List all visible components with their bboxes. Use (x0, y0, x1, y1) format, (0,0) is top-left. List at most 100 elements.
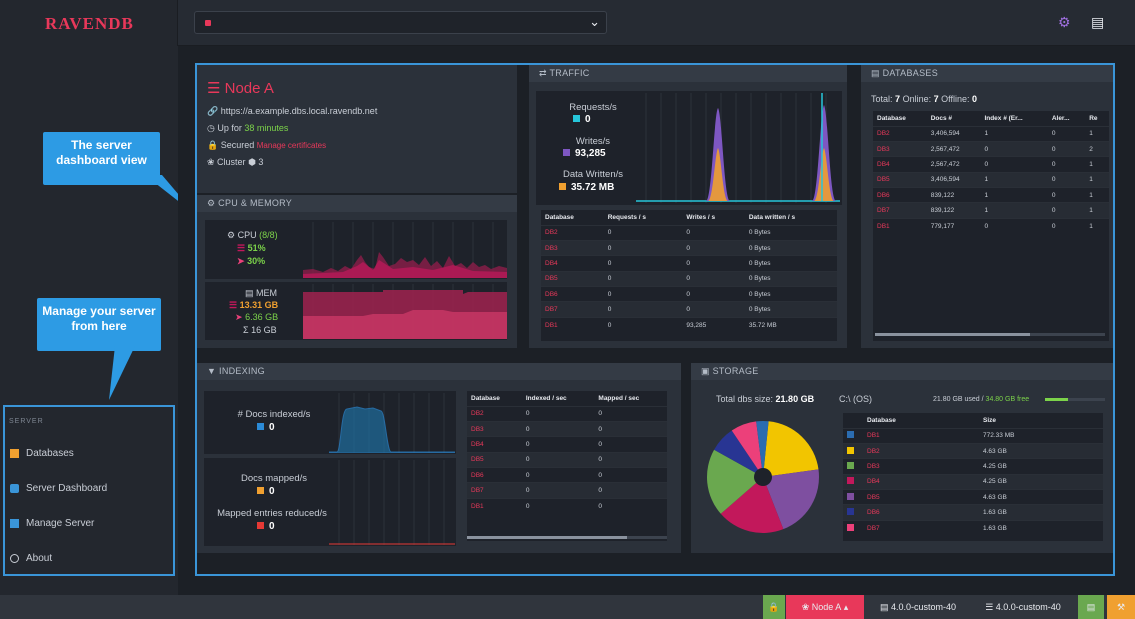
table-cell: 1 (1085, 187, 1109, 203)
column-header[interactable]: Requests / s (607, 213, 646, 221)
table-cell: 0 (682, 224, 745, 241)
mem-used: ☰ 13.31 GB (229, 300, 279, 310)
indexing-scrollbar[interactable] (467, 536, 667, 539)
databases-scrollbar[interactable] (875, 333, 1105, 336)
database-link[interactable]: DB1 (541, 316, 604, 333)
scrollbar-thumb[interactable] (467, 536, 627, 539)
indexing-table-body: DB2 0 0 DB3 0 0 DB4 0 0 DB5 0 0 DB6 0 0 DB7 0 0 DB1 0 0 (467, 405, 667, 514)
mapped-reduced-label: Mapped entries reduced/s (217, 508, 327, 519)
table-row: DB3 4.25 GB (843, 458, 1103, 475)
database-link[interactable]: DB5 (541, 270, 604, 287)
database-link[interactable]: DB5 (863, 489, 980, 505)
database-link[interactable]: DB5 (873, 171, 927, 188)
pie-center-hole (754, 468, 772, 486)
legend-color (847, 461, 854, 469)
logo[interactable]: RAVENDB (0, 0, 178, 46)
database-link[interactable]: DB2 (541, 224, 604, 241)
column-header[interactable]: Index # (Er... (984, 114, 1023, 122)
sidebar-nav-highlight (3, 405, 175, 576)
column-header[interactable]: Database (867, 416, 896, 424)
table-row: DB2 4.63 GB (843, 442, 1103, 459)
legend-color (847, 431, 854, 439)
legend-color (847, 446, 854, 454)
database-link[interactable]: DB3 (863, 458, 980, 475)
writes-label: Writes/s (575, 136, 611, 147)
column-header[interactable]: Docs # (930, 114, 953, 122)
database-link[interactable]: DB6 (873, 187, 927, 203)
storage-table: Database Size DB1 772.33 MB DB2 4.63 GB DB3 4… (843, 413, 1103, 536)
column-header[interactable]: Writes / s (686, 213, 716, 221)
docs-mapped-value-text: 0 (269, 486, 275, 497)
column-header[interactable]: Database (471, 394, 500, 402)
database-link[interactable]: DB1 (863, 427, 980, 444)
database-link[interactable]: DB4 (541, 255, 604, 272)
table-header-row: Database Size (843, 413, 1103, 428)
database-link[interactable]: DB1 (467, 497, 522, 514)
database-link[interactable]: DB7 (467, 482, 522, 499)
node-panel: ☰ Node A 🔗 https://a.example.dbs.local.r… (197, 65, 517, 193)
database-link[interactable]: DB3 (467, 420, 522, 437)
database-link[interactable]: DB7 (541, 301, 604, 318)
table-cell: 839,122 (926, 202, 981, 219)
database-link[interactable]: DB6 (541, 286, 604, 302)
table-cell: 1 (980, 125, 1048, 142)
column-header[interactable]: Mapped / sec (598, 394, 640, 402)
document-icon[interactable]: ▤ (1078, 595, 1104, 619)
wrench-icon[interactable]: ⚒ (1107, 595, 1135, 619)
table-cell: 4.63 GB (979, 489, 1103, 505)
sidebar-item-manage-server[interactable]: Manage Server (10, 515, 94, 531)
table-cell: 1 (980, 187, 1048, 203)
table-row: DB4 2,567,472 0 0 1 (873, 156, 1109, 173)
database-link[interactable]: DB5 (467, 451, 522, 468)
table-cell: 1 (1085, 217, 1109, 234)
sidebar-item-databases[interactable]: Databases (10, 445, 74, 461)
database-selector[interactable]: ⌄ (194, 11, 607, 34)
database-link[interactable]: DB4 (467, 436, 522, 453)
table-cell: 1.63 GB (979, 504, 1103, 521)
database-link[interactable]: DB3 (873, 140, 927, 157)
brand-text: RAVENDB (45, 14, 134, 33)
column-header[interactable]: Database (877, 114, 906, 122)
database-link[interactable]: DB4 (873, 156, 927, 173)
column-header[interactable]: Aler... (1051, 114, 1070, 122)
database-link[interactable]: DB2 (863, 442, 980, 459)
table-cell: 0 (980, 156, 1048, 173)
database-link[interactable]: DB3 (541, 239, 604, 256)
column-header[interactable]: Re (1089, 114, 1098, 122)
sidebar-item-about[interactable]: About (10, 550, 52, 566)
column-header[interactable]: Size (983, 416, 997, 424)
table-cell: 0 (682, 239, 745, 256)
database-link[interactable]: DB7 (873, 202, 927, 219)
database-link[interactable]: DB6 (863, 504, 980, 521)
column-header[interactable]: Database (545, 213, 574, 221)
traffic-table-body: DB2 0 0 0 Bytes DB3 0 0 0 Bytes DB4 0 0 0 Bytes DB5 0… (541, 224, 837, 333)
lock-icon[interactable]: 🔒 (763, 595, 785, 619)
cpu-memory-header: ⚙ CPU & MEMORY (197, 195, 517, 212)
scrollbar-thumb[interactable] (875, 333, 1030, 336)
database-link[interactable]: DB2 (873, 125, 927, 142)
table-cell: 0 (1047, 156, 1086, 173)
chevron-down-icon: ⌄ (589, 14, 600, 29)
database-link[interactable]: DB1 (873, 217, 927, 234)
notification-icon[interactable]: ⚙ (1058, 14, 1071, 30)
server-version[interactable]: ▤ 4.0.0-custom-40 (879, 601, 957, 613)
sidebar-item-server-dashboard[interactable]: Server Dashboard (10, 480, 107, 496)
studio-version[interactable]: ☰ 4.0.0-custom-40 (985, 601, 1061, 613)
table-cell: 0 (521, 420, 595, 437)
legend-color (847, 508, 854, 516)
column-header[interactable]: Data written / s (748, 213, 796, 221)
node-status[interactable]: ❀ Node A ▴ (786, 595, 864, 619)
database-link[interactable]: DB4 (863, 473, 980, 490)
column-header[interactable]: Indexed / sec (525, 394, 567, 402)
feedback-icon[interactable]: ▤ (1091, 14, 1105, 30)
database-link[interactable]: DB2 (467, 405, 522, 422)
data-written-value-text: 35.72 MB (571, 182, 615, 193)
traffic-title: TRAFFIC (549, 68, 590, 78)
database-link[interactable]: DB6 (467, 467, 522, 483)
node-url[interactable]: 🔗 https://a.example.dbs.local.ravendb.ne… (207, 106, 378, 116)
database-link[interactable]: DB7 (863, 519, 980, 536)
table-cell: 1 (980, 202, 1048, 219)
pie-slice-db7 (731, 421, 763, 477)
table-cell: 839,122 (926, 187, 981, 203)
manage-certificates-link[interactable]: Manage certificates (256, 141, 327, 150)
